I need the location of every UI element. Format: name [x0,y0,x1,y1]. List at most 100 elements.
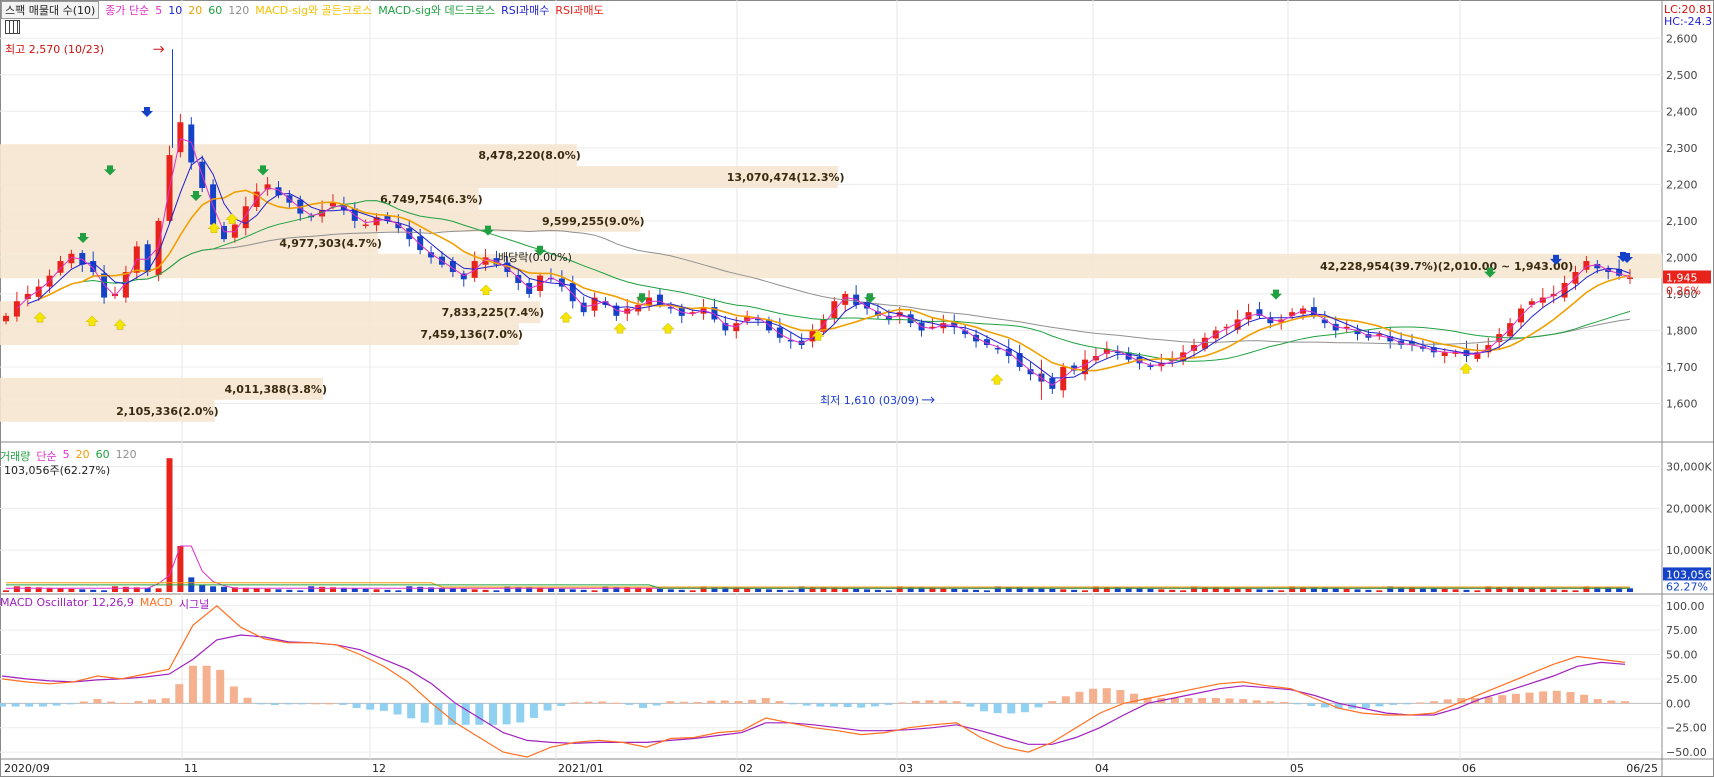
volume-bar [1321,587,1328,592]
macd-oscillator-bar [1511,693,1520,704]
rsi-oversold-label[interactable]: RSI과매도 [555,4,604,17]
volume-bar [155,588,162,592]
macd-oscillator-bar [993,703,1002,714]
candle-body [1441,352,1448,356]
volume-profile-bar [0,188,479,210]
price-tick-label: 2,400 [1666,105,1698,118]
volume-bar [896,586,903,592]
macd-oscillator-bar [216,669,225,704]
signal-down-arrow-icon [141,106,153,117]
candle-body [1060,366,1067,391]
volume-bar [940,588,947,592]
volume-bar [1594,586,1601,592]
candle-body [340,204,347,210]
macd-oscillator-bar [352,703,361,708]
macd-oscillator-bar [284,703,293,705]
signal-label[interactable]: 시그널 [178,598,210,611]
volume-bar [678,589,685,592]
volume-bar [471,589,478,592]
volume-profile-bar [0,399,215,422]
macd-oscillator-bar [1593,699,1602,704]
ma20-label[interactable]: 20 [188,3,203,17]
candle-body [722,323,729,331]
price-tick-label: 1,800 [1666,324,1698,337]
candle-body [1616,269,1623,276]
macd-oscillator-bar [652,703,661,706]
vol-ma120-label[interactable]: 120 [115,448,137,461]
macd-oscillator-bar [761,697,770,704]
ma20-line [38,189,1631,372]
volume-bar [1376,590,1383,592]
volume-ma-label[interactable]: 단순 [36,450,57,463]
candle-body [275,187,282,196]
macd-oscillator-bar [1416,702,1425,704]
vol-ma60-label[interactable]: 60 [95,448,110,461]
candle-body [1234,319,1241,330]
candle-body [1528,301,1535,305]
macd-oscillator-bar [979,703,988,712]
candle-body [1583,261,1590,270]
volume-ma20-line [6,582,1630,588]
current-change-text: 0.26% [1666,284,1701,297]
signal-up-arrow-icon [990,373,1004,385]
vol-ma20-label[interactable]: 20 [75,448,90,461]
candle-body [1496,334,1503,343]
volume-label[interactable]: 거래량 [0,450,31,463]
macd-oscillator-bar [25,703,34,707]
volume-bar [1507,587,1514,592]
volume-bar [1627,588,1633,592]
macd-panel-header: MACD Oscillator 12,26,9 MACD 시그널 [0,596,209,612]
ma10-label[interactable]: 10 [168,3,183,17]
ma60-label[interactable]: 60 [208,3,223,17]
macd-oscillator-bar [966,703,975,707]
volume-bar [1191,586,1198,592]
ma5-label[interactable]: 5 [155,3,163,17]
macd-oscillator-bar [1143,697,1152,704]
volume-bar [537,587,544,592]
volume-bar [1060,589,1067,592]
close-ma-label[interactable]: 종가 단순 [105,4,150,17]
ma120-line [114,229,1631,345]
candle-body [624,308,631,314]
candle-body [1594,263,1601,269]
macd-oscillator-bar [407,703,416,719]
volume-bar [417,586,424,592]
macd-dead-cross-label[interactable]: MACD-sig와 데드크로스 [378,4,496,17]
macd-osc-label[interactable]: MACD Oscillator 12,26,9 [0,596,134,609]
macd-tick-label: 50.00 [1666,649,1698,662]
macd-oscillator-bar [270,703,279,706]
volume-bar [907,586,914,592]
vol-ma5-label[interactable]: 5 [62,448,70,461]
table-icon[interactable] [5,20,20,34]
ma120-label[interactable]: 120 [228,3,250,17]
macd-oscillator-bar [1198,697,1207,704]
candle-body [395,223,402,229]
rsi-overbought-label[interactable]: RSI과매수 [501,4,550,17]
signal-down-arrow-icon [1550,254,1562,265]
macd-oscillator-bar [38,703,47,707]
candle-body [547,277,554,280]
volume-bar [1049,588,1056,592]
volume-bar [79,589,86,592]
volume-profile-selector[interactable]: 스팩 매물대 수(10) [1,1,100,19]
signal-down-arrow-icon [482,225,494,236]
volume-bar [264,588,271,592]
candle-body [689,312,696,314]
macd-oscillator-bar [789,703,798,705]
candle-body [1114,351,1121,354]
candle-body [1343,326,1350,329]
current-price-badge [1663,270,1711,284]
candle-body [417,236,424,251]
volume-bar [438,587,445,592]
volume-bar [973,589,980,592]
candle-body [155,220,162,275]
volume-bar [1278,590,1285,592]
macd-label[interactable]: MACD [139,596,173,609]
volume-bar [951,588,958,592]
macd-golden-cross-label[interactable]: MACD-sig와 골든크로스 [255,4,373,17]
volume-profile-label: 7,459,136(7.0%) [420,328,523,341]
macd-oscillator-bar [1443,699,1452,704]
volume-profile-bar [0,377,323,400]
volume-bar [918,587,925,592]
